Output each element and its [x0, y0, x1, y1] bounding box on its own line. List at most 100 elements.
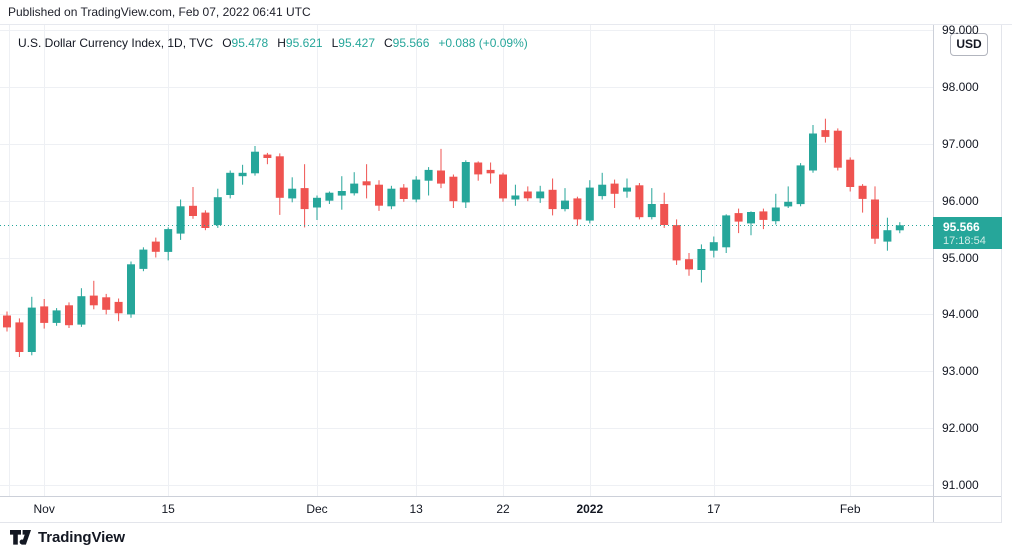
candle [598, 172, 607, 200]
time-axis-label: 2022 [576, 502, 604, 516]
candle [511, 184, 520, 206]
ohlc-high: H95.621 [277, 36, 323, 50]
candle [437, 148, 445, 189]
candle [213, 188, 222, 228]
candle [796, 163, 805, 207]
candle [424, 167, 433, 196]
candle [623, 178, 631, 198]
candle [114, 298, 123, 322]
candle [151, 237, 160, 258]
candle [139, 247, 148, 272]
candle [52, 308, 61, 326]
candle [164, 227, 173, 261]
candle [585, 180, 594, 224]
last-price-badge: 95.566 17:18:54 [933, 217, 1002, 250]
candle [449, 174, 458, 208]
tradingview-logo-icon [10, 529, 31, 545]
candle [895, 222, 904, 234]
candle [275, 153, 284, 215]
candle [89, 280, 98, 310]
candle [102, 293, 111, 315]
candle [858, 184, 867, 213]
published-text: Published on TradingView.com, Feb 07, 20… [8, 5, 311, 19]
candle [722, 214, 731, 253]
candle [65, 302, 73, 328]
candle [3, 311, 11, 332]
candle [883, 217, 892, 251]
candle [784, 186, 793, 208]
candle [15, 318, 24, 357]
time-axis-label: Feb [839, 502, 861, 516]
candle [238, 164, 247, 185]
candle [833, 128, 842, 171]
candle [809, 125, 817, 173]
candle [288, 177, 297, 203]
ohlc-low: L95.427 [331, 36, 375, 50]
candle [127, 261, 135, 318]
time-axis-label: 17 [707, 502, 721, 516]
time-axis-label: 22 [496, 502, 510, 516]
candle [573, 196, 582, 226]
time-axis-label: Nov [33, 502, 55, 516]
candle [77, 288, 86, 327]
candle [672, 219, 681, 265]
time-axis-label: Dec [306, 502, 328, 516]
candle [709, 236, 718, 258]
currency-unit-badge: USD [950, 33, 988, 56]
candle [523, 186, 532, 202]
candle [375, 180, 383, 211]
chart-widget: U.S. Dollar Currency Index, 1D, TVC O95.4… [0, 23, 1002, 523]
candle [189, 187, 197, 219]
price-axis-label: 91.000 [942, 478, 979, 493]
candle [734, 208, 743, 234]
candle [548, 178, 557, 216]
candle [486, 162, 495, 184]
candlestick-chart[interactable] [0, 25, 933, 496]
candle [325, 191, 334, 204]
price-axis-label: 92.000 [942, 421, 979, 436]
candle [474, 161, 483, 181]
candle [647, 188, 656, 220]
candle [660, 192, 669, 228]
price-axis-border [933, 25, 934, 522]
price-axis-label: 94.000 [942, 307, 979, 322]
published-bar: Published on TradingView.com, Feb 07, 20… [0, 0, 1012, 25]
ohlc-open: O95.478 [222, 36, 269, 50]
last-price-value: 95.566 [943, 220, 980, 235]
time-axis-label: 15 [161, 502, 175, 516]
candle [536, 185, 545, 203]
time-axis-label: 13 [409, 502, 423, 516]
candle [412, 176, 421, 203]
candle [759, 208, 768, 230]
candle [747, 211, 755, 236]
price-axis-label: 97.000 [942, 136, 979, 151]
candle [697, 244, 706, 283]
candle [871, 186, 879, 244]
candle [821, 118, 830, 143]
tradingview-attribution[interactable]: TradingView [10, 528, 125, 546]
chart-legend: U.S. Dollar Currency Index, 1D, TVC O95.4… [18, 36, 528, 50]
candle [251, 146, 259, 176]
candle [399, 184, 408, 202]
candle [300, 164, 309, 228]
price-axis-label: 99.000 [942, 23, 979, 38]
candle [362, 164, 371, 199]
symbol-title[interactable]: U.S. Dollar Currency Index, 1D, TVC [18, 36, 214, 50]
change-value: +0.088 (+0.09%) [438, 36, 528, 50]
price-axis-label: 96.000 [942, 193, 979, 208]
ohlc-close: C95.566 [384, 36, 430, 50]
candle [561, 188, 569, 212]
candle [771, 193, 780, 225]
time-axis-border [0, 496, 1001, 497]
candle [201, 210, 210, 231]
candle [313, 195, 321, 220]
price-axis-label: 98.000 [942, 79, 979, 94]
candle [350, 172, 359, 196]
tradingview-wordmark: TradingView [38, 528, 125, 546]
candle [461, 160, 470, 208]
candle [40, 299, 49, 329]
price-axis-label: 93.000 [942, 364, 979, 379]
candle [176, 199, 185, 240]
price-axis-label: 95.000 [942, 250, 979, 265]
